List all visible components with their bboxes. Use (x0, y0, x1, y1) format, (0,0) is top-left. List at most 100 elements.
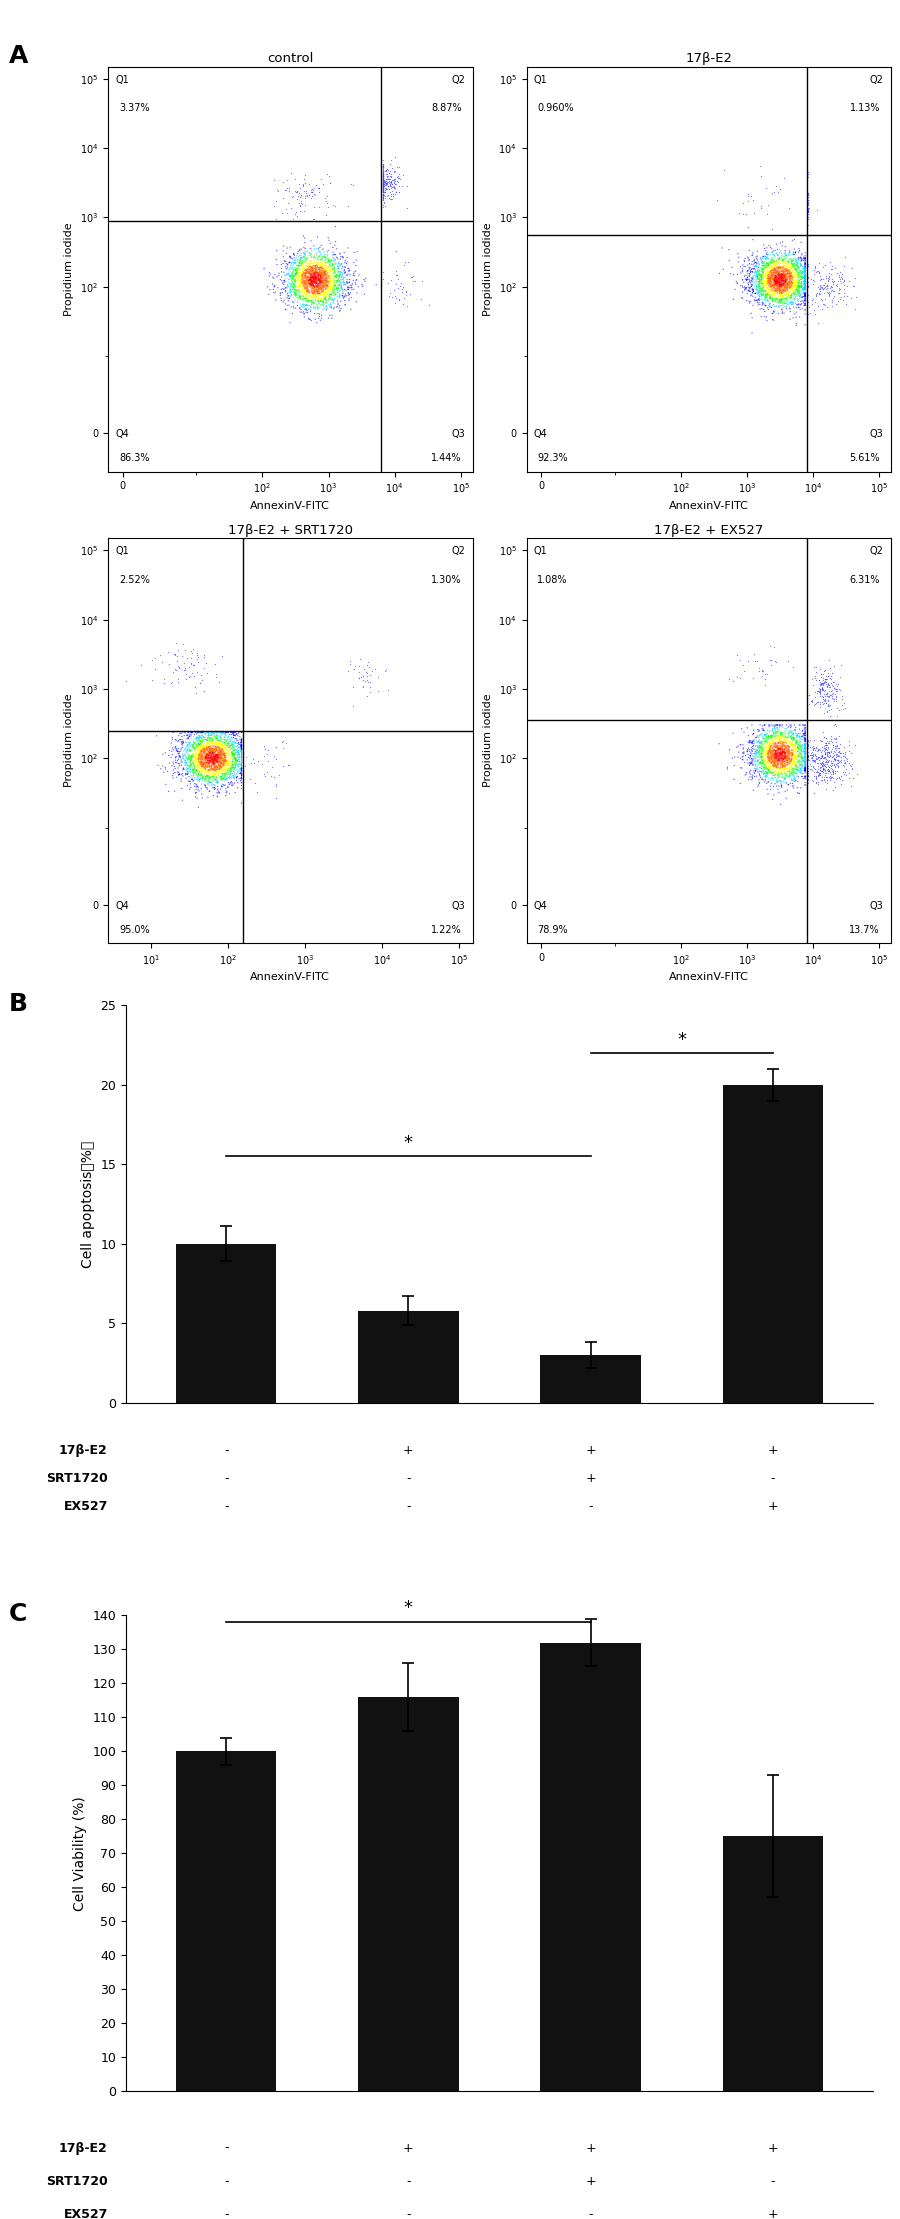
Point (827, 737, 842, 772)
Point (773, 763, 788, 799)
Point (754, 743, 769, 779)
Point (757, 246, 771, 282)
Point (757, 730, 771, 766)
Point (212, 757, 227, 792)
Point (305, 275, 320, 311)
Point (791, 246, 806, 282)
Point (775, 273, 789, 308)
Point (766, 257, 780, 293)
Point (232, 730, 247, 766)
Point (263, 257, 277, 293)
Point (798, 721, 813, 757)
Point (763, 244, 778, 280)
Point (771, 264, 786, 300)
Text: -: - (224, 2208, 229, 2219)
Point (185, 728, 200, 763)
Point (286, 288, 301, 324)
Point (778, 728, 793, 763)
Point (778, 743, 792, 779)
Point (330, 262, 345, 297)
Point (756, 757, 770, 792)
Point (765, 710, 779, 746)
Point (778, 260, 792, 295)
Point (769, 275, 783, 311)
Point (308, 249, 322, 284)
Point (302, 275, 316, 311)
Point (204, 732, 219, 768)
Point (220, 721, 235, 757)
Point (311, 271, 326, 306)
Point (764, 275, 778, 311)
Point (314, 257, 328, 293)
Point (756, 264, 770, 300)
Point (824, 746, 838, 781)
Point (304, 264, 319, 300)
Point (752, 255, 767, 291)
Point (756, 271, 770, 306)
Point (808, 295, 823, 331)
Point (229, 743, 243, 779)
Point (288, 244, 302, 280)
Point (785, 266, 799, 302)
Point (765, 761, 779, 797)
Point (764, 726, 778, 761)
Point (222, 759, 237, 794)
Point (271, 173, 285, 209)
Point (782, 737, 796, 772)
Point (298, 235, 312, 271)
Point (214, 746, 229, 781)
Point (783, 284, 797, 320)
Point (378, 652, 392, 688)
Point (211, 723, 225, 759)
Point (221, 715, 236, 750)
Point (208, 728, 222, 763)
Point (768, 233, 782, 268)
Point (327, 240, 341, 275)
Point (784, 710, 798, 746)
Point (750, 739, 764, 774)
Point (763, 260, 778, 295)
Point (835, 734, 850, 770)
Point (761, 743, 776, 779)
Point (194, 741, 208, 777)
Point (735, 195, 750, 231)
Point (785, 251, 799, 286)
Point (789, 268, 804, 304)
Point (188, 766, 202, 801)
Point (335, 255, 349, 291)
Point (833, 743, 848, 779)
Point (771, 721, 786, 757)
Point (778, 253, 792, 288)
Point (299, 240, 313, 275)
Point (184, 741, 198, 777)
Point (200, 728, 214, 763)
Point (195, 723, 210, 759)
Point (326, 251, 340, 286)
Point (785, 750, 799, 786)
Point (778, 260, 792, 295)
Point (306, 240, 320, 275)
Point (302, 275, 316, 311)
Point (797, 253, 812, 288)
Point (818, 683, 832, 719)
Point (771, 741, 786, 777)
Point (226, 766, 240, 801)
Point (212, 752, 226, 788)
Point (332, 260, 347, 295)
Point (769, 282, 783, 317)
Text: Q2: Q2 (869, 546, 884, 557)
Point (796, 717, 810, 752)
Point (797, 739, 812, 774)
Text: 3.37%: 3.37% (119, 102, 149, 113)
Point (316, 249, 330, 284)
Point (183, 732, 197, 768)
Point (828, 728, 842, 763)
Point (767, 249, 781, 284)
Point (757, 741, 771, 777)
Point (798, 734, 813, 770)
Point (784, 741, 798, 777)
Point (222, 743, 237, 779)
Point (753, 717, 768, 752)
Point (761, 273, 776, 308)
Point (182, 717, 196, 752)
